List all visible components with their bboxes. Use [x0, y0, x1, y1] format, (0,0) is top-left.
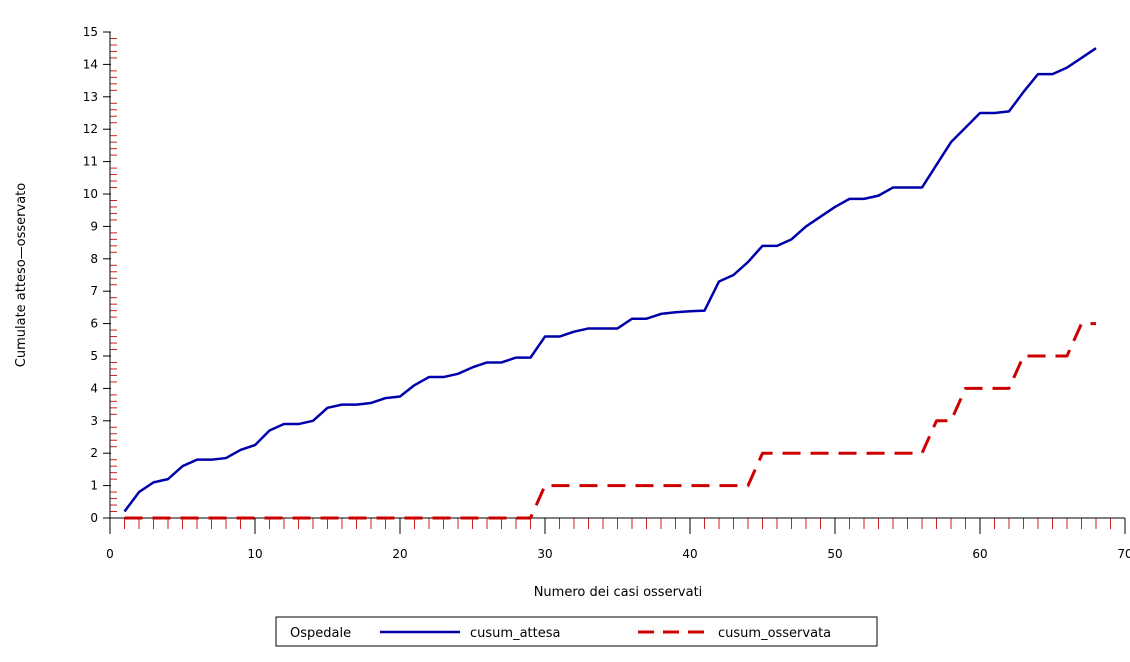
y-tick-label: 15	[83, 25, 98, 39]
y-axis-title: Cumulate atteso—osservato	[14, 183, 29, 368]
series-line-cusum-osservata	[124, 322, 1096, 520]
y-tick-label: 10	[83, 187, 98, 201]
y-minor-ticks	[110, 37, 117, 513]
y-tick-label: 14	[83, 57, 98, 71]
y-tick-label: 11	[83, 155, 98, 169]
x-tick-labels: 0 10 20 30 40 50 60 70	[106, 547, 1130, 561]
x-tick-label: 0	[106, 547, 114, 561]
y-tick-label: 1	[90, 479, 98, 493]
x-tick-label: 10	[247, 547, 262, 561]
y-tick-label: 8	[90, 252, 98, 266]
y-tick-label: 2	[90, 446, 98, 460]
y-tick-label: 9	[90, 219, 98, 233]
x-tick-label: 70	[1117, 547, 1130, 561]
x-axis-title: Numero dei casi osservati	[534, 585, 703, 600]
legend: Ospedale cusum_attesa cusum_osservata	[275, 616, 878, 647]
x-tick-label: 30	[537, 547, 552, 561]
series-layer	[123, 47, 1097, 520]
x-tick-label: 50	[827, 547, 842, 561]
legend-label-cusum-attesa: cusum_attesa	[470, 626, 560, 641]
series-line-cusum-attesa	[123, 47, 1097, 513]
y-tick-label: 4	[90, 381, 98, 395]
y-tick-label: 7	[90, 284, 98, 298]
y-tick-label: 5	[90, 349, 98, 363]
legend-box	[275, 616, 878, 647]
x-minor-ticks	[124, 518, 1111, 529]
y-tick-label: 12	[83, 122, 98, 136]
major-ticks	[103, 31, 1126, 534]
legend-label-cusum-osservata: cusum_osservata	[718, 626, 831, 641]
x-tick-label: 20	[392, 547, 407, 561]
y-tick-label: 6	[90, 317, 98, 331]
x-tick-label: 40	[682, 547, 697, 561]
y-tick-label: 0	[90, 511, 98, 525]
y-tick-label: 13	[83, 90, 98, 104]
x-tick-label: 60	[972, 547, 987, 561]
legend-title: Ospedale	[290, 626, 351, 641]
y-tick-label: 3	[90, 414, 98, 428]
